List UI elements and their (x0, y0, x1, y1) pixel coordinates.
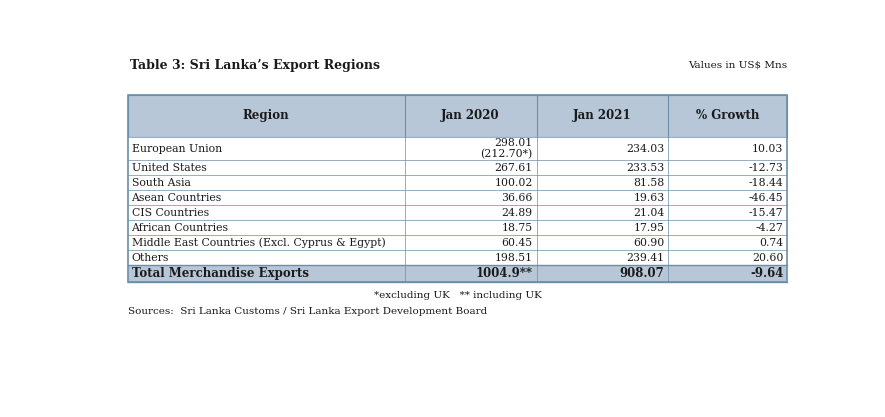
Bar (127, 175, 787, 190)
Text: -15.47: -15.47 (749, 208, 783, 218)
Text: 17.95: 17.95 (634, 223, 665, 233)
Bar (127, 265, 787, 282)
Bar (127, 137, 787, 160)
Bar (127, 205, 787, 220)
Text: 908.07: 908.07 (620, 267, 665, 280)
Bar (127, 190, 787, 205)
Bar (127, 95, 787, 282)
Text: *excluding UK   ** including UK: *excluding UK ** including UK (373, 291, 542, 300)
Text: 1004.9**: 1004.9** (476, 267, 533, 280)
Text: 20.60: 20.60 (752, 253, 783, 263)
Bar (127, 235, 787, 250)
Text: Total Merchandise Exports: Total Merchandise Exports (132, 267, 309, 280)
Text: 298.01: 298.01 (495, 138, 533, 148)
Text: 239.41: 239.41 (627, 253, 665, 263)
Text: -18.44: -18.44 (749, 178, 783, 188)
Text: 36.66: 36.66 (501, 193, 533, 203)
Text: Sources:  Sri Lanka Customs / Sri Lanka Export Development Board: Sources: Sri Lanka Customs / Sri Lanka E… (127, 307, 487, 316)
Bar (127, 160, 787, 175)
Bar (127, 250, 787, 265)
Text: 81.58: 81.58 (634, 178, 665, 188)
Text: 10.03: 10.03 (752, 143, 783, 153)
Text: -9.64: -9.64 (750, 267, 783, 280)
Text: Others: Others (132, 253, 169, 263)
Text: 234.03: 234.03 (627, 143, 665, 153)
Text: Jan 2020: Jan 2020 (442, 109, 500, 122)
Text: 21.04: 21.04 (634, 208, 665, 218)
Text: 0.74: 0.74 (759, 238, 783, 248)
Bar (127, 220, 787, 235)
Text: Asean Countries: Asean Countries (132, 193, 222, 203)
Text: Table 3: Sri Lanka’s Export Regions: Table 3: Sri Lanka’s Export Regions (130, 59, 380, 72)
Text: Values in US$ Mns: Values in US$ Mns (688, 61, 787, 70)
Text: Jan 2021: Jan 2021 (573, 109, 632, 122)
Text: 233.53: 233.53 (627, 163, 665, 173)
Text: 24.89: 24.89 (502, 208, 533, 218)
Text: CIS Countries: CIS Countries (132, 208, 209, 218)
Text: Middle East Countries (Excl. Cyprus & Egypt): Middle East Countries (Excl. Cyprus & Eg… (132, 237, 385, 248)
Text: 267.61: 267.61 (495, 163, 533, 173)
Text: -4.27: -4.27 (756, 223, 783, 233)
Text: United States: United States (132, 163, 206, 173)
Text: 18.75: 18.75 (502, 223, 533, 233)
Bar (127, 95, 787, 137)
Text: 60.90: 60.90 (634, 238, 665, 248)
Text: -12.73: -12.73 (749, 163, 783, 173)
Text: 60.45: 60.45 (502, 238, 533, 248)
Text: Region: Region (242, 109, 289, 122)
Text: % Growth: % Growth (696, 109, 759, 122)
Text: European Union: European Union (132, 143, 221, 153)
Text: South Asia: South Asia (132, 178, 190, 188)
Text: African Countries: African Countries (132, 223, 228, 233)
Text: 198.51: 198.51 (495, 253, 533, 263)
Text: 19.63: 19.63 (634, 193, 665, 203)
Text: (212.70*): (212.70*) (481, 149, 533, 159)
Text: -46.45: -46.45 (749, 193, 783, 203)
Text: 100.02: 100.02 (495, 178, 533, 188)
